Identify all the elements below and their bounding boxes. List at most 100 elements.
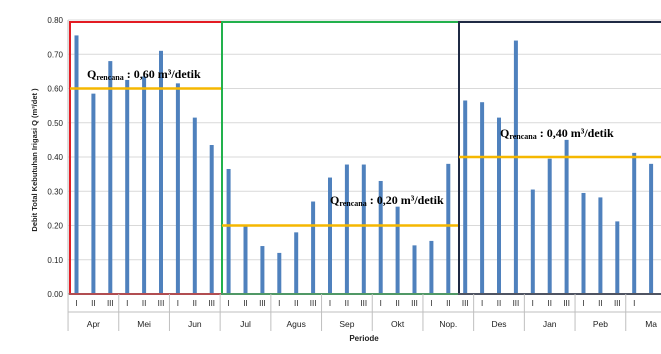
q-rencana-label: Qrencana : 0,20 m³/detik	[330, 193, 444, 208]
period-tick-label: II	[142, 299, 146, 308]
y-tick-label: 0.80	[47, 16, 63, 25]
period-tick-label: III	[614, 299, 621, 308]
x-axis: I II III I II III I II III I II III I II III I II III I II I…	[67, 293, 661, 331]
period-tick-label: III	[158, 299, 165, 308]
bar	[463, 100, 468, 294]
month-label: Sep	[339, 319, 354, 329]
q-label-value: : 0,60 m³/detik	[124, 67, 201, 81]
bar	[159, 50, 163, 295]
month-label: Nop.	[439, 319, 457, 329]
y-tick-label: 0.40	[47, 153, 63, 162]
period-tick-label: I	[430, 299, 432, 308]
bar	[598, 197, 603, 294]
month-label: Jan	[543, 319, 557, 329]
bar	[243, 225, 248, 294]
y-tick-label: 0.30	[47, 187, 63, 196]
q-label-main: Q	[330, 193, 339, 207]
y-axis-ticks: 0.00 0.10 0.20 0.30 0.40 0.50 0.60 0.70 0.80	[47, 16, 63, 299]
period-tick-label: III	[513, 299, 520, 308]
bar	[547, 158, 552, 294]
q-rencana-label: Qrencana : 0,60 m³/detik	[87, 67, 201, 82]
bar	[328, 177, 332, 294]
bar	[632, 152, 637, 294]
bar	[412, 245, 417, 294]
month-label: Peb	[593, 319, 608, 329]
zone-frame	[221, 21, 460, 295]
period-tick-label: III	[107, 299, 114, 308]
period-tick-label: III	[411, 299, 418, 308]
q-label-sub: rencana	[96, 73, 123, 82]
bar	[361, 164, 366, 294]
period-tick-label: I	[278, 299, 280, 308]
period-tick-label: I	[481, 299, 483, 308]
period-tick-label: II	[598, 299, 602, 308]
bar	[497, 117, 501, 294]
bar	[108, 61, 113, 294]
q-rencana-label: Qrencana : 0,40 m³/detik	[500, 126, 614, 141]
month-label: Mei	[137, 319, 151, 329]
bar	[581, 192, 586, 294]
bar	[125, 79, 130, 294]
q-label-main: Q	[500, 126, 509, 140]
bar	[175, 83, 180, 294]
bar	[649, 163, 654, 294]
bar	[513, 40, 518, 294]
month-label: Okt	[391, 319, 405, 329]
bar	[142, 76, 147, 294]
y-tick-label: 0.00	[47, 290, 63, 299]
q-label-sub: rencana	[339, 199, 366, 208]
y-tick-label: 0.60	[47, 85, 63, 94]
period-tick-label: II	[547, 299, 551, 308]
month-label: Jun	[188, 319, 202, 329]
period-tick-label: I	[532, 299, 534, 308]
period-tick-label: III	[462, 299, 469, 308]
bar	[260, 246, 265, 294]
bar	[294, 232, 299, 294]
bar	[311, 201, 316, 294]
month-label: Agus	[287, 319, 306, 329]
period-tick-label: I	[582, 299, 584, 308]
bar	[209, 145, 214, 294]
period-tick-label: II	[497, 299, 501, 308]
bar	[91, 93, 96, 294]
period-tick-label: I	[126, 299, 128, 308]
period-tick-label: I	[177, 299, 179, 308]
period-tick-label: I	[380, 299, 382, 308]
bar	[615, 221, 620, 294]
bar	[344, 164, 349, 294]
month-label: Des	[491, 319, 506, 329]
y-tick-label: 0.70	[47, 50, 63, 59]
month-label: Ma	[645, 319, 657, 329]
period-tick-label: I	[633, 299, 635, 308]
period-tick-label: III	[208, 299, 215, 308]
bar	[564, 139, 569, 294]
period-tick-label: II	[345, 299, 349, 308]
period-tick-label: I	[329, 299, 331, 308]
q-label-value: : 0,20 m³/detik	[367, 193, 444, 207]
q-label-main: Q	[87, 67, 96, 81]
y-axis-label: Debit Total Kebutuhan Irigasi Q (m³/det …	[30, 88, 39, 232]
period-tick-label: II	[395, 299, 399, 308]
bar	[277, 252, 282, 294]
month-label: Jul	[240, 319, 251, 329]
bar	[429, 240, 434, 294]
period-tick-label: I	[227, 299, 229, 308]
bar	[378, 180, 383, 294]
period-tick-label: III	[360, 299, 367, 308]
bar	[74, 35, 79, 294]
bar	[480, 102, 485, 294]
period-tick-label: II	[91, 299, 95, 308]
bar	[446, 163, 451, 294]
bars	[74, 35, 654, 295]
period-tick-label: II	[243, 299, 247, 308]
bar	[226, 168, 231, 294]
period-tick-label: II	[193, 299, 197, 308]
y-tick-label: 0.50	[47, 119, 63, 128]
q-label-value: : 0,40 m³/detik	[537, 126, 614, 140]
period-tick-label: II	[294, 299, 298, 308]
period-tick-label: III	[563, 299, 570, 308]
bar	[395, 206, 400, 294]
q-label-sub: rencana	[509, 132, 536, 141]
period-tick-label: II	[446, 299, 450, 308]
